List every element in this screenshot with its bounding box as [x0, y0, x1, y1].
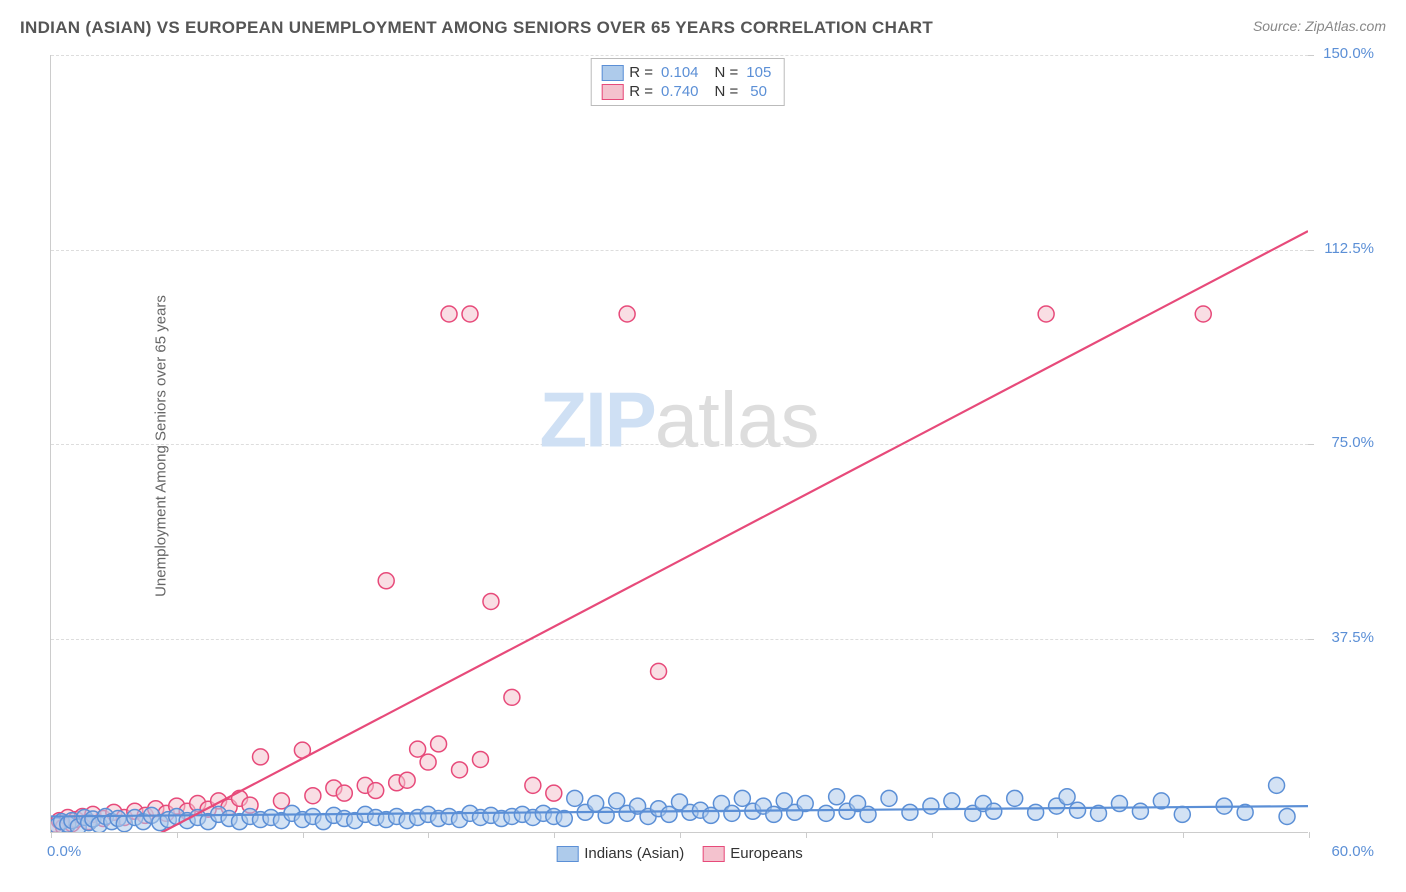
trend-line: [103, 231, 1308, 832]
legend-item-europeans: Europeans: [702, 845, 803, 862]
data-point: [1111, 796, 1127, 812]
swatch-indians: [601, 65, 623, 81]
data-point: [1132, 803, 1148, 819]
data-point: [766, 806, 782, 822]
data-point: [452, 762, 468, 778]
data-point: [734, 790, 750, 806]
data-point: [462, 306, 478, 322]
data-point: [724, 805, 740, 821]
data-point: [525, 777, 541, 793]
data-point: [923, 798, 939, 814]
plot-svg: [51, 55, 1308, 832]
legend-R-label: R =: [629, 83, 653, 100]
data-point: [1269, 777, 1285, 793]
data-point: [619, 306, 635, 322]
y-tick-label: 75.0%: [1331, 434, 1374, 451]
data-point: [336, 785, 352, 801]
data-point: [399, 772, 415, 788]
legend-item-indians: Indians (Asian): [556, 845, 684, 862]
legend-R-label: R =: [629, 64, 653, 81]
data-point: [441, 306, 457, 322]
data-point: [378, 573, 394, 589]
data-point: [1059, 789, 1075, 805]
data-point: [1007, 790, 1023, 806]
data-point: [305, 788, 321, 804]
data-point: [881, 790, 897, 806]
data-point: [1195, 306, 1211, 322]
data-point: [472, 751, 488, 767]
chart-title: INDIAN (ASIAN) VS EUROPEAN UNEMPLOYMENT …: [20, 18, 933, 38]
y-tick-label: 150.0%: [1323, 45, 1374, 62]
swatch-europeans: [601, 84, 623, 100]
legend-N-label: N =: [715, 64, 739, 81]
plot-area: ZIPatlas R = 0.104 N = 105 R = 0.740 N =…: [50, 55, 1308, 833]
data-point: [1070, 802, 1086, 818]
data-point: [944, 793, 960, 809]
legend-row-indians: R = 0.104 N = 105: [601, 63, 773, 82]
correlation-legend: R = 0.104 N = 105 R = 0.740 N = 50: [590, 58, 784, 106]
y-tick-label: 112.5%: [1324, 240, 1374, 257]
data-point: [253, 749, 269, 765]
x-tick-label: 60.0%: [1331, 843, 1374, 860]
data-point: [598, 807, 614, 823]
data-point: [504, 689, 520, 705]
data-point: [651, 663, 667, 679]
data-point: [1038, 306, 1054, 322]
data-point: [818, 805, 834, 821]
source-attribution: Source: ZipAtlas.com: [1253, 18, 1386, 34]
series-legend: Indians (Asian) Europeans: [556, 845, 803, 862]
data-point: [483, 594, 499, 610]
legend-R-val-1: 0.740: [661, 83, 699, 100]
legend-label-europeans: Europeans: [730, 845, 803, 862]
data-point: [1279, 808, 1295, 824]
data-point: [546, 785, 562, 801]
legend-N-val-1: 50: [750, 83, 767, 100]
data-point: [1028, 804, 1044, 820]
legend-label-indians: Indians (Asian): [584, 845, 684, 862]
data-point: [829, 789, 845, 805]
data-point: [420, 754, 436, 770]
legend-R-val-0: 0.104: [661, 64, 699, 81]
data-point: [1174, 806, 1190, 822]
data-point: [986, 803, 1002, 819]
legend-row-europeans: R = 0.740 N = 50: [601, 82, 773, 101]
x-tick-label: 0.0%: [47, 843, 81, 860]
data-point: [902, 804, 918, 820]
legend-N-label: N =: [715, 83, 739, 100]
data-point: [567, 790, 583, 806]
legend-N-val-0: 105: [746, 64, 771, 81]
data-point: [410, 741, 426, 757]
swatch-europeans-bottom: [702, 846, 724, 862]
data-point: [368, 783, 384, 799]
swatch-indians-bottom: [556, 846, 578, 862]
data-point: [431, 736, 447, 752]
y-tick-label: 37.5%: [1331, 629, 1374, 646]
